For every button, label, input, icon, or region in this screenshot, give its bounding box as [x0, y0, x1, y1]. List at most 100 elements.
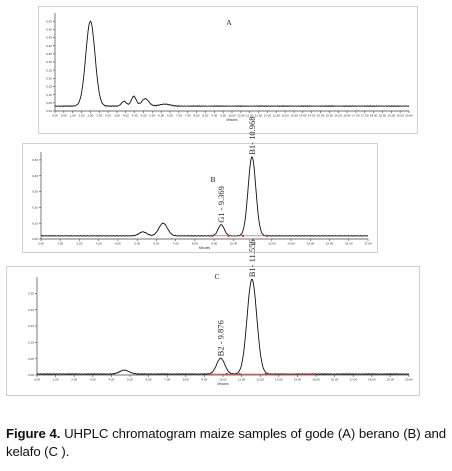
x-tick-label: 8.00 [183, 378, 189, 382]
x-tick-label: 4.00 [123, 114, 129, 118]
x-tick-label: 6.00 [153, 242, 159, 246]
y-tick-label: 0.55 [46, 19, 52, 23]
y-tick-label: 0.10 [32, 221, 38, 225]
y-tick-label: 0.05 [46, 101, 52, 105]
peak-label: B2 - 9.876 [216, 320, 226, 356]
x-tick-label: 5.00 [134, 242, 140, 246]
y-tick-label: 0.05 [28, 357, 34, 361]
x-tick-label: 0.00 [38, 242, 44, 246]
x-tick-label: 8.00 [192, 242, 198, 246]
y-tick-label: 0.10 [46, 93, 52, 97]
y-tick-label: 0.00 [32, 237, 38, 241]
x-tick-label: 4.00 [115, 242, 121, 246]
integration-mark [238, 372, 241, 376]
x-tick-label: 3.00 [96, 242, 102, 246]
x-tick-label: 0.50 [61, 114, 67, 118]
x-tick-label: 5.00 [127, 378, 133, 382]
x-tick-label: 20.00 [405, 114, 413, 118]
x-tick-label: 1.00 [57, 242, 63, 246]
peak-label: G1 - 9.369 [216, 186, 226, 223]
x-tick-label: 3.50 [114, 114, 120, 118]
y-tick-label: 0.40 [32, 174, 38, 178]
x-tick-label: 11.00 [238, 378, 246, 382]
signal-trace [40, 156, 369, 237]
x-tick-label: 1.50 [79, 114, 85, 118]
x-tick-label: 1.00 [53, 378, 59, 382]
x-tick-label: 4.00 [108, 378, 114, 382]
x-tick-label: 11.00 [246, 114, 254, 118]
integration-mark [264, 372, 267, 376]
x-tick-label: 1.00 [70, 114, 76, 118]
x-tick-label: 15.50 [326, 114, 334, 118]
x-tick-label: 9.50 [220, 114, 226, 118]
caption-lead: Figure 4. [6, 426, 61, 441]
y-tick-label: 0.35 [46, 52, 52, 56]
y-tick-label: 0.15 [46, 85, 52, 89]
x-tick-label: 3.00 [90, 378, 96, 382]
x-axis-unit: Minutes [217, 382, 229, 386]
x-tick-label: 16.00 [345, 242, 353, 246]
y-tick-label: 0.50 [32, 158, 38, 162]
y-tick-label: 0.25 [46, 68, 52, 72]
x-tick-label: 12.00 [268, 242, 276, 246]
x-tick-label: 2.00 [71, 378, 77, 382]
x-tick-label: 10.50 [237, 114, 245, 118]
figure-caption: Figure 4. UHPLC chromatogram maize sampl… [6, 425, 446, 461]
x-tick-label: 2.00 [87, 114, 93, 118]
y-tick-label: 0.30 [32, 190, 38, 194]
y-tick-label: 0.00 [28, 373, 34, 377]
x-tick-label: 10.00 [228, 114, 236, 118]
integration-mark [265, 234, 269, 238]
y-tick-label: 0.15 [28, 324, 34, 328]
x-tick-label: 19.50 [396, 114, 404, 118]
x-tick-label: 0.00 [52, 114, 58, 118]
integration-mark [241, 234, 245, 238]
x-tick-label: 9.00 [211, 114, 217, 118]
chromatogram-panel-b: 0.00 0.10 0.20 0.30 0.40 0.50 0.00 1.00 2.00 3.00… [22, 116, 378, 253]
y-tick-label: 0.30 [46, 60, 52, 64]
x-tick-label: 14.00 [294, 378, 302, 382]
x-tick-label: 17.00 [364, 242, 372, 246]
x-tick-label: 12.50 [272, 114, 280, 118]
integration-mark [225, 372, 228, 376]
x-tick-label: 7.00 [173, 242, 179, 246]
panel-label: B [210, 175, 215, 184]
x-tick-label: 14.00 [307, 242, 315, 246]
integration-mark [210, 234, 214, 238]
x-tick-label: 16.00 [331, 378, 339, 382]
y-tick-label: 0.45 [46, 36, 52, 40]
y-tick-label: 0.20 [28, 308, 34, 312]
y-tick-label: 0.20 [46, 77, 52, 81]
x-tick-label: 9.00 [201, 378, 207, 382]
x-tick-label: 14.00 [299, 114, 307, 118]
x-tick-label: 8.00 [194, 114, 200, 118]
x-tick-label: 7.00 [164, 378, 170, 382]
x-tick-label: 16.50 [343, 114, 351, 118]
x-tick-label: 7.00 [176, 114, 182, 118]
x-tick-label: 19.00 [388, 114, 396, 118]
panel-label: A [226, 18, 232, 27]
chromatogram-panel-a: 0.00 0.05 0.10 0.15 0.20 0.25 0.30 0.35 0.40 0.45… [38, 6, 418, 134]
y-tick-label: 0.50 [46, 28, 52, 32]
y-tick-label: 0.20 [32, 206, 38, 210]
x-tick-label: 20.00 [405, 378, 413, 382]
y-tick-label: 0.40 [46, 44, 52, 48]
peak-label: B1- 10.968 [247, 116, 257, 154]
chromatogram-b: 0.000.100.200.300.400.500.00 1.00 2.00 3.00… [32, 116, 372, 250]
x-tick-label: 13.00 [281, 114, 289, 118]
signal-trace [54, 20, 410, 108]
caption-text: UHPLC chromatogram maize samples of gode… [6, 426, 446, 459]
x-tick-label: 2.50 [96, 114, 102, 118]
x-tick-label: 18.00 [370, 114, 378, 118]
integration-mark [227, 234, 230, 238]
x-tick-label: 16.00 [334, 114, 342, 118]
x-tick-label: 11.00 [249, 242, 257, 246]
x-tick-label: 6.50 [167, 114, 173, 118]
x-tick-label: 6.00 [158, 114, 164, 118]
x-tick-label: 0.00 [34, 378, 40, 382]
x-tick-label: 10.00 [219, 378, 227, 382]
x-tick-label: 15.00 [312, 378, 320, 382]
chromatogram-c: 0.00 0.05 0.10 0.15 0.20 0.25 0.00 1.00 2.00 3.00… [28, 239, 413, 386]
x-tick-label: 15.00 [317, 114, 325, 118]
signal-trace [36, 278, 410, 375]
